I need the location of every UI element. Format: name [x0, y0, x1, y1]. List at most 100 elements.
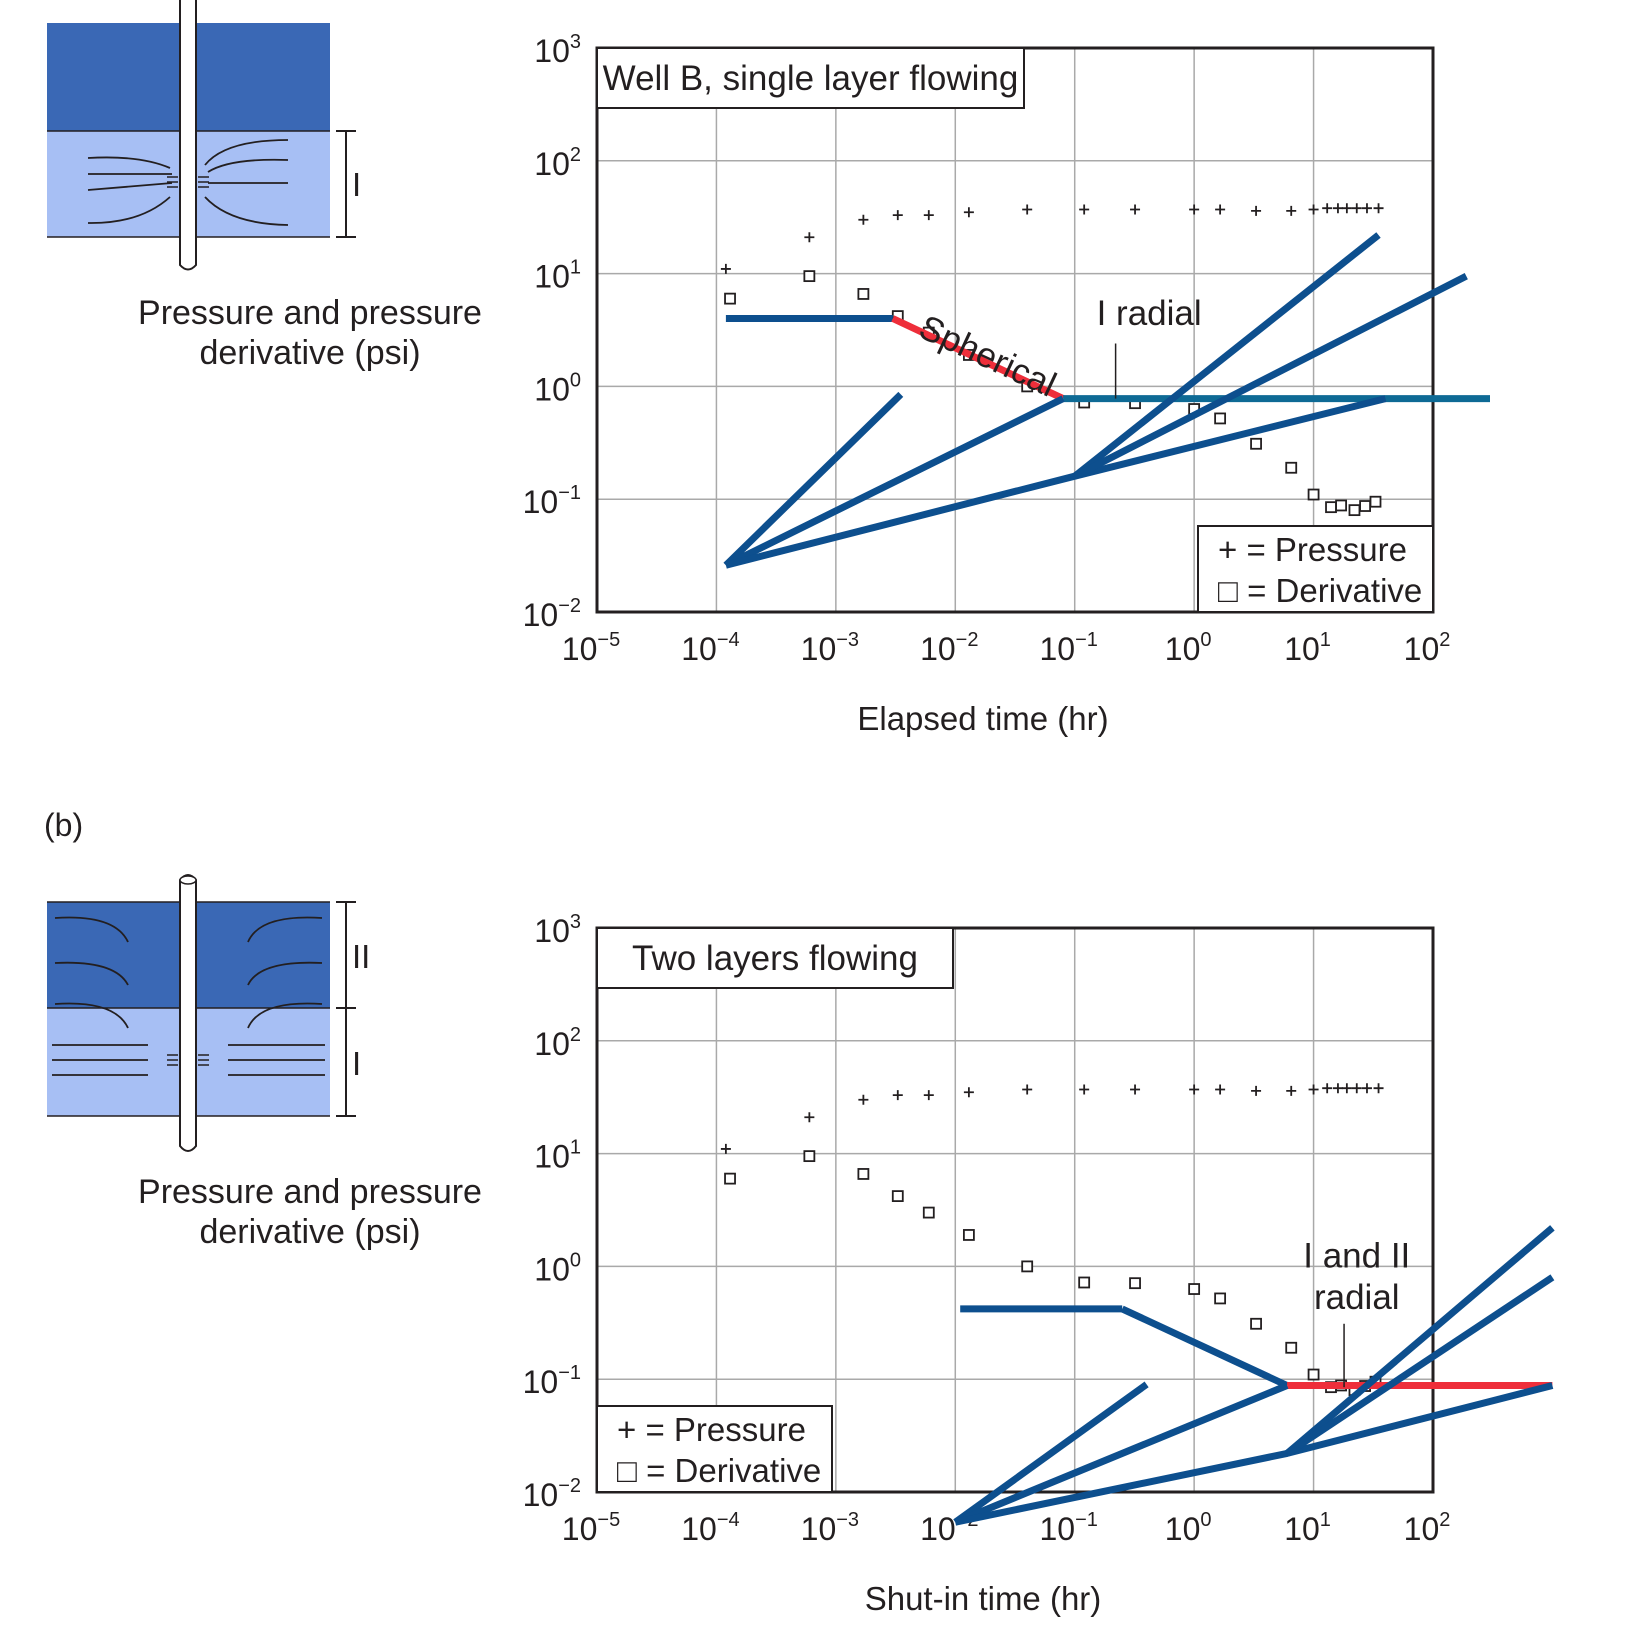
- layer-label-i: I: [352, 166, 361, 203]
- y-axis-caption-line1: Pressure and pressure: [138, 294, 482, 332]
- y-axis-caption-line2: derivative (psi): [199, 334, 420, 372]
- pressure-point: [1079, 204, 1090, 215]
- chart-title: Two layers flowing: [632, 939, 918, 978]
- x-tick-label: 100: [1165, 1509, 1212, 1547]
- chart-a: Well B, single layer flowing 10−5 10−4 10−3…: [523, 31, 1490, 737]
- legend: + = Pressure □ = Derivative: [596, 1405, 833, 1493]
- flow-arrows: [87, 139, 289, 226]
- pressure-point: [858, 1094, 869, 1105]
- x-tick-label: 100: [1165, 629, 1212, 667]
- y-axis-caption-line1: Pressure and pressure: [138, 1173, 482, 1211]
- y-tick-label: 101: [534, 257, 581, 295]
- annotation-label: radial: [1314, 1278, 1400, 1317]
- model-line-fan-1: [953, 1381, 1149, 1526]
- pressure-point: [1130, 204, 1141, 215]
- pressure-point: [1361, 203, 1372, 214]
- pressure-point: [1022, 1084, 1033, 1095]
- annotation-label: I radial: [1097, 294, 1202, 333]
- model-line-decline: [1120, 1305, 1289, 1389]
- pressure-point: [1022, 204, 1033, 215]
- x-axis-title: Shut-in time (hr): [865, 1580, 1102, 1617]
- x-tick-label: 102: [1404, 1509, 1451, 1547]
- model-line-fan-2: [724, 395, 1065, 569]
- y-tick-label: 103: [534, 31, 581, 69]
- panel-label-b: (b): [44, 807, 83, 843]
- chart-b: Two layers flowing 10−5 10−4 10−3 10−2 10−1 10…: [523, 911, 1555, 1617]
- model-line-fan-4: [1072, 232, 1381, 479]
- derivative-point: [1078, 1276, 1091, 1289]
- derivative-point: [1214, 1292, 1227, 1305]
- derivative-point: [803, 1150, 816, 1163]
- derivative-point: [962, 1229, 975, 1241]
- layer-label-i: I: [352, 1045, 361, 1082]
- x-tick-label: 10−5: [562, 629, 620, 667]
- pressure-point: [1286, 205, 1297, 216]
- derivative-point: [803, 270, 816, 283]
- pressure-point: [1251, 1085, 1262, 1096]
- derivative-point: [1348, 504, 1361, 517]
- y-tick-label: 10−1: [523, 482, 581, 520]
- pressure-point: [892, 210, 903, 221]
- layer-label-ii: II: [352, 938, 370, 975]
- model-lines: [723, 232, 1490, 569]
- x-tick-label: 101: [1284, 629, 1331, 667]
- perforations: [167, 176, 209, 188]
- layer-brackets: [336, 901, 356, 1117]
- derivative-point: [857, 288, 870, 300]
- derivative-point: [891, 1190, 904, 1202]
- pressure-point: [1351, 1083, 1362, 1094]
- pressure-point: [1341, 203, 1352, 214]
- derivative-point: [1307, 1368, 1320, 1381]
- gridlines: [597, 48, 1433, 612]
- y-tick-label: 103: [534, 911, 581, 949]
- flow-arrows: [52, 916, 325, 1076]
- pressure-point: [1332, 1083, 1343, 1094]
- pressure-point: [1308, 1084, 1319, 1095]
- derivative-series: [724, 270, 1382, 517]
- pressure-point: [720, 263, 731, 274]
- title-box: [596, 47, 1025, 109]
- pressure-point: [963, 207, 974, 218]
- pressure-point: [923, 1090, 934, 1101]
- legend-pressure: + = Pressure: [617, 1411, 806, 1448]
- wellbore: [179, 874, 197, 1152]
- pressure-point: [1189, 1084, 1200, 1095]
- pressure-point: [963, 1087, 974, 1098]
- legend-derivative: □ = Derivative: [1218, 572, 1422, 609]
- y-tick-label: 102: [534, 144, 581, 182]
- legend-box: [1197, 525, 1434, 613]
- y-tick-label: 102: [534, 1024, 581, 1062]
- x-tick-label: 10−3: [801, 629, 859, 667]
- derivative-point: [1359, 500, 1371, 512]
- model-line-fan-5: [1073, 272, 1468, 480]
- derivative-point: [1285, 461, 1298, 474]
- pressure-point: [1341, 1083, 1352, 1094]
- y-tick-label: 10−2: [523, 1475, 581, 1513]
- pressure-point: [804, 1112, 815, 1123]
- pressure-point: [1189, 204, 1200, 215]
- derivative-point: [922, 1206, 935, 1219]
- plot-frame: [595, 926, 1435, 1494]
- x-axis-title: Elapsed time (hr): [857, 700, 1108, 737]
- model-line-fan-5: [1285, 1274, 1555, 1457]
- pressure-point: [1130, 1084, 1141, 1095]
- pressure-point: [1286, 1085, 1297, 1096]
- annotation-label: I and II: [1303, 1236, 1410, 1275]
- pressure-point: [1322, 1083, 1333, 1094]
- pressure-point: [1322, 203, 1333, 214]
- x-tick-label: 10−3: [801, 1509, 859, 1547]
- x-tick-label: 10−4: [681, 1509, 739, 1547]
- x-tick-label: 10−1: [1040, 629, 1098, 667]
- legend-box: [596, 1405, 833, 1493]
- pressure-point: [1351, 203, 1362, 214]
- pressure-point: [858, 214, 869, 225]
- schematic-b: II I Pressure and pressure derivative (p…: [47, 874, 482, 1251]
- y-tick-label: 100: [534, 1249, 581, 1287]
- derivative-point: [857, 1168, 870, 1180]
- x-tick-label: 101: [1284, 1509, 1331, 1547]
- pressure-point: [720, 1143, 731, 1154]
- schematic-a: I Pressure and pressure derivative (psi): [47, 0, 482, 372]
- derivative-point: [1188, 1283, 1201, 1295]
- pressure-point: [923, 210, 934, 221]
